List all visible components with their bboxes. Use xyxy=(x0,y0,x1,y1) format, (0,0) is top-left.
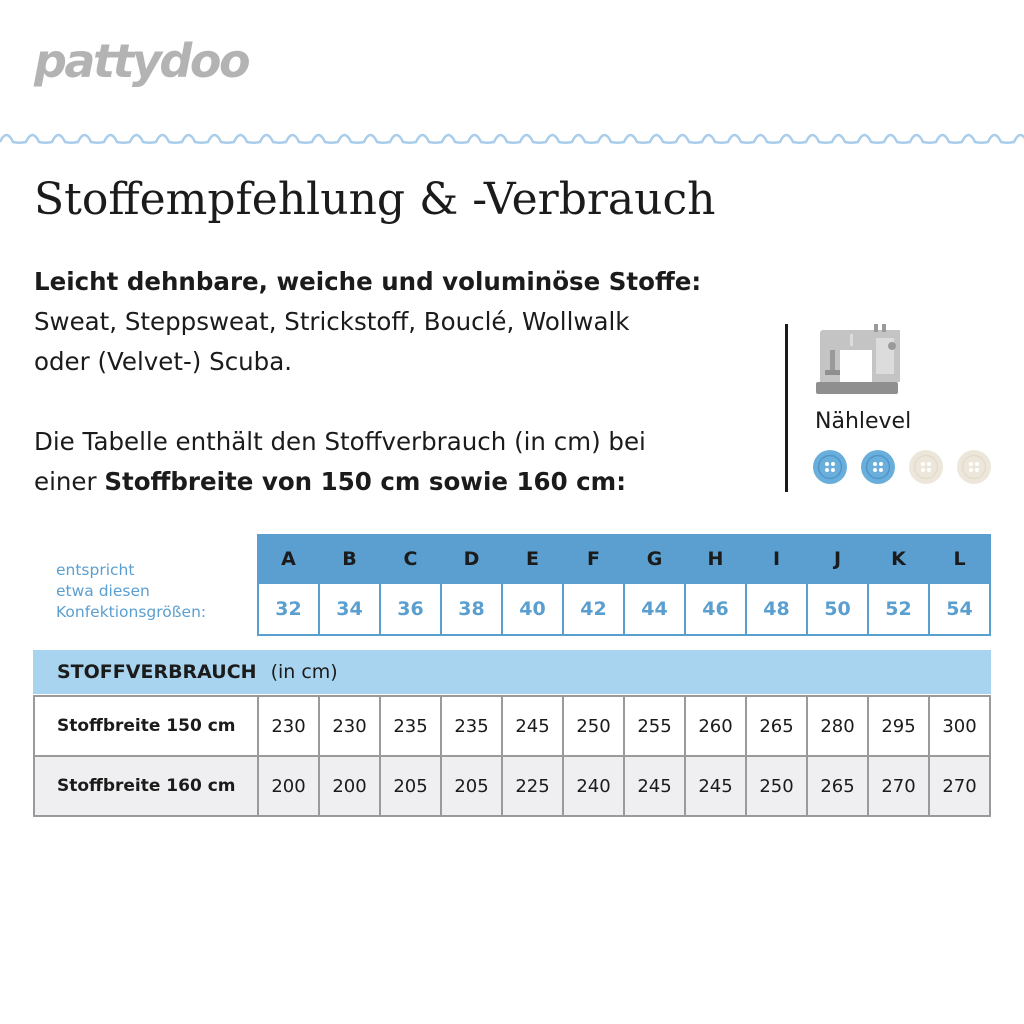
fabrics-heading: Leicht dehnbare, weiche und voluminöse S… xyxy=(34,267,702,296)
consumption-value-cell: 200 xyxy=(257,755,320,817)
size-number-row: 32 34 36 38 40 42 44 46 48 50 52 54 xyxy=(257,582,991,636)
consumption-value-cell: 235 xyxy=(440,695,503,757)
consumption-header: STOFFVERBRAUCH (in cm) xyxy=(33,650,991,694)
consumption-value-cell: 265 xyxy=(745,695,808,757)
consumption-heading: STOFFVERBRAUCH xyxy=(57,661,257,683)
consumption-value-cell: 270 xyxy=(867,755,930,817)
consumption-row-label: Stoffbreite 160 cm xyxy=(33,755,259,817)
size-letter-cell: G xyxy=(623,534,686,584)
consumption-row-label: Stoffbreite 150 cm xyxy=(33,695,259,757)
size-number-cell: 52 xyxy=(867,582,930,636)
consumption-row: Stoffbreite 150 cm 230 230 235 235 245 250 255 2… xyxy=(33,695,991,757)
size-number-cell: 48 xyxy=(745,582,808,636)
consumption-unit: (in cm) xyxy=(270,661,338,683)
table-note-prefix: einer xyxy=(34,467,105,496)
consumption-value-cell: 260 xyxy=(684,695,747,757)
consumption-table: Stoffbreite 150 cm 230 230 235 235 245 250 255 2… xyxy=(33,695,991,817)
size-number-cell: 40 xyxy=(501,582,564,636)
size-letter-cell: K xyxy=(867,534,930,584)
size-number-cell: 32 xyxy=(257,582,320,636)
size-letter-cell: A xyxy=(257,534,320,584)
brand-logo: pattydoo xyxy=(34,34,251,88)
consumption-value-cell: 245 xyxy=(684,755,747,817)
size-letter-cell: J xyxy=(806,534,869,584)
consumption-value-cell: 265 xyxy=(806,755,869,817)
button-icon-empty xyxy=(957,450,991,484)
size-number-cell: 50 xyxy=(806,582,869,636)
wave-divider xyxy=(0,133,1024,144)
size-letter-cell: B xyxy=(318,534,381,584)
size-number-cell: 46 xyxy=(684,582,747,636)
consumption-value-cell: 245 xyxy=(623,755,686,817)
consumption-row: Stoffbreite 160 cm 200 200 205 205 225 240 245 2… xyxy=(33,755,991,817)
size-letter-cell: L xyxy=(928,534,991,584)
consumption-value-cell: 200 xyxy=(318,755,381,817)
consumption-value-cell: 235 xyxy=(379,695,442,757)
size-number-cell: 42 xyxy=(562,582,625,636)
consumption-value-cell: 225 xyxy=(501,755,564,817)
consumption-value-cell: 255 xyxy=(623,695,686,757)
size-letter-cell: D xyxy=(440,534,503,584)
size-letter-cell: C xyxy=(379,534,442,584)
size-letter-cell: F xyxy=(562,534,625,584)
consumption-value-cell: 230 xyxy=(257,695,320,757)
consumption-value-cell: 300 xyxy=(928,695,991,757)
vertical-divider xyxy=(785,324,788,492)
consumption-value-cell: 295 xyxy=(867,695,930,757)
size-letter-cell: H xyxy=(684,534,747,584)
consumption-value-cell: 250 xyxy=(562,695,625,757)
fabrics-line-1: Sweat, Steppsweat, Strickstoff, Bouclé, … xyxy=(34,307,630,336)
size-number-cell: 54 xyxy=(928,582,991,636)
size-letter-cell: E xyxy=(501,534,564,584)
table-note-line-2: einer Stoffbreite von 150 cm sowie 160 c… xyxy=(34,462,774,502)
consumption-value-cell: 205 xyxy=(379,755,442,817)
button-icon-filled xyxy=(813,450,847,484)
consumption-value-cell: 230 xyxy=(318,695,381,757)
consumption-value-cell: 240 xyxy=(562,755,625,817)
size-caption: entspricht etwa diesen Konfektionsgrößen: xyxy=(56,560,206,623)
fabrics-line-2: oder (Velvet-) Scuba. xyxy=(34,347,293,376)
page-title: Stoffempfehlung & -Verbrauch xyxy=(34,174,716,225)
consumption-value-cell: 270 xyxy=(928,755,991,817)
button-icon-empty xyxy=(909,450,943,484)
size-number-cell: 34 xyxy=(318,582,381,636)
size-caption-line: etwa diesen xyxy=(56,582,150,600)
size-number-cell: 38 xyxy=(440,582,503,636)
consumption-value-cell: 250 xyxy=(745,755,808,817)
consumption-value-cell: 280 xyxy=(806,695,869,757)
button-icon-filled xyxy=(861,450,895,484)
skill-level-rating xyxy=(812,449,992,485)
size-number-cell: 44 xyxy=(623,582,686,636)
size-caption-line: entspricht xyxy=(56,561,135,579)
table-note-line-1: Die Tabelle enthält den Stoffverbrauch (… xyxy=(34,427,646,456)
skill-level-label: Nählevel xyxy=(815,409,912,434)
consumption-value-cell: 245 xyxy=(501,695,564,757)
size-number-cell: 36 xyxy=(379,582,442,636)
intro-text: Leicht dehnbare, weiche und voluminöse S… xyxy=(34,262,774,502)
size-letter-cell: I xyxy=(745,534,808,584)
consumption-value-cell: 205 xyxy=(440,755,503,817)
size-caption-line: Konfektionsgrößen: xyxy=(56,603,207,621)
table-note-bold: Stoffbreite von 150 cm sowie 160 cm: xyxy=(104,467,627,496)
sewing-machine-icon xyxy=(816,324,900,394)
